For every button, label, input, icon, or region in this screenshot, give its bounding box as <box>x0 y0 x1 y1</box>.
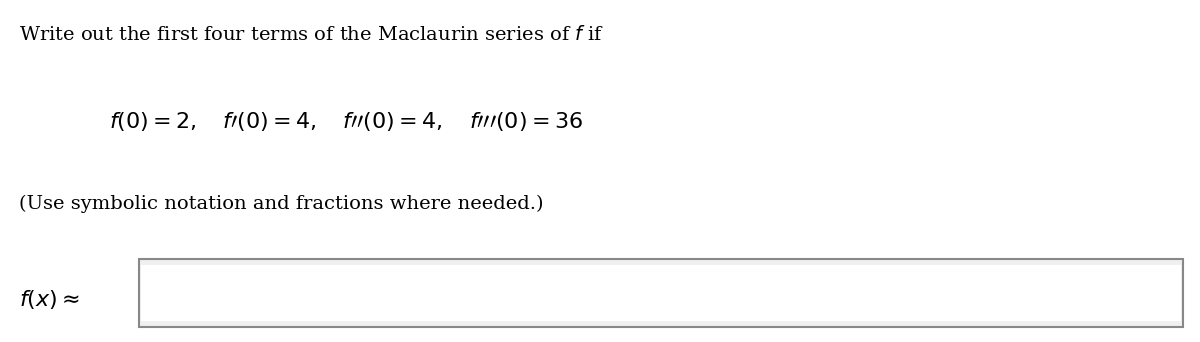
FancyBboxPatch shape <box>139 259 1183 327</box>
Text: (Use symbolic notation and fractions where needed.): (Use symbolic notation and fractions whe… <box>19 195 544 213</box>
FancyBboxPatch shape <box>142 265 1181 321</box>
Text: $f(0) = 2, \quad f{\prime}(0) = 4, \quad f{\prime\prime}(0) = 4, \quad f{\prime\: $f(0) = 2, \quad f{\prime}(0) = 4, \quad… <box>109 110 583 133</box>
Text: Write out the first four terms of the Maclaurin series of $f$ if: Write out the first four terms of the Ma… <box>19 25 605 44</box>
Text: $f(x) \approx$: $f(x) \approx$ <box>19 288 80 312</box>
